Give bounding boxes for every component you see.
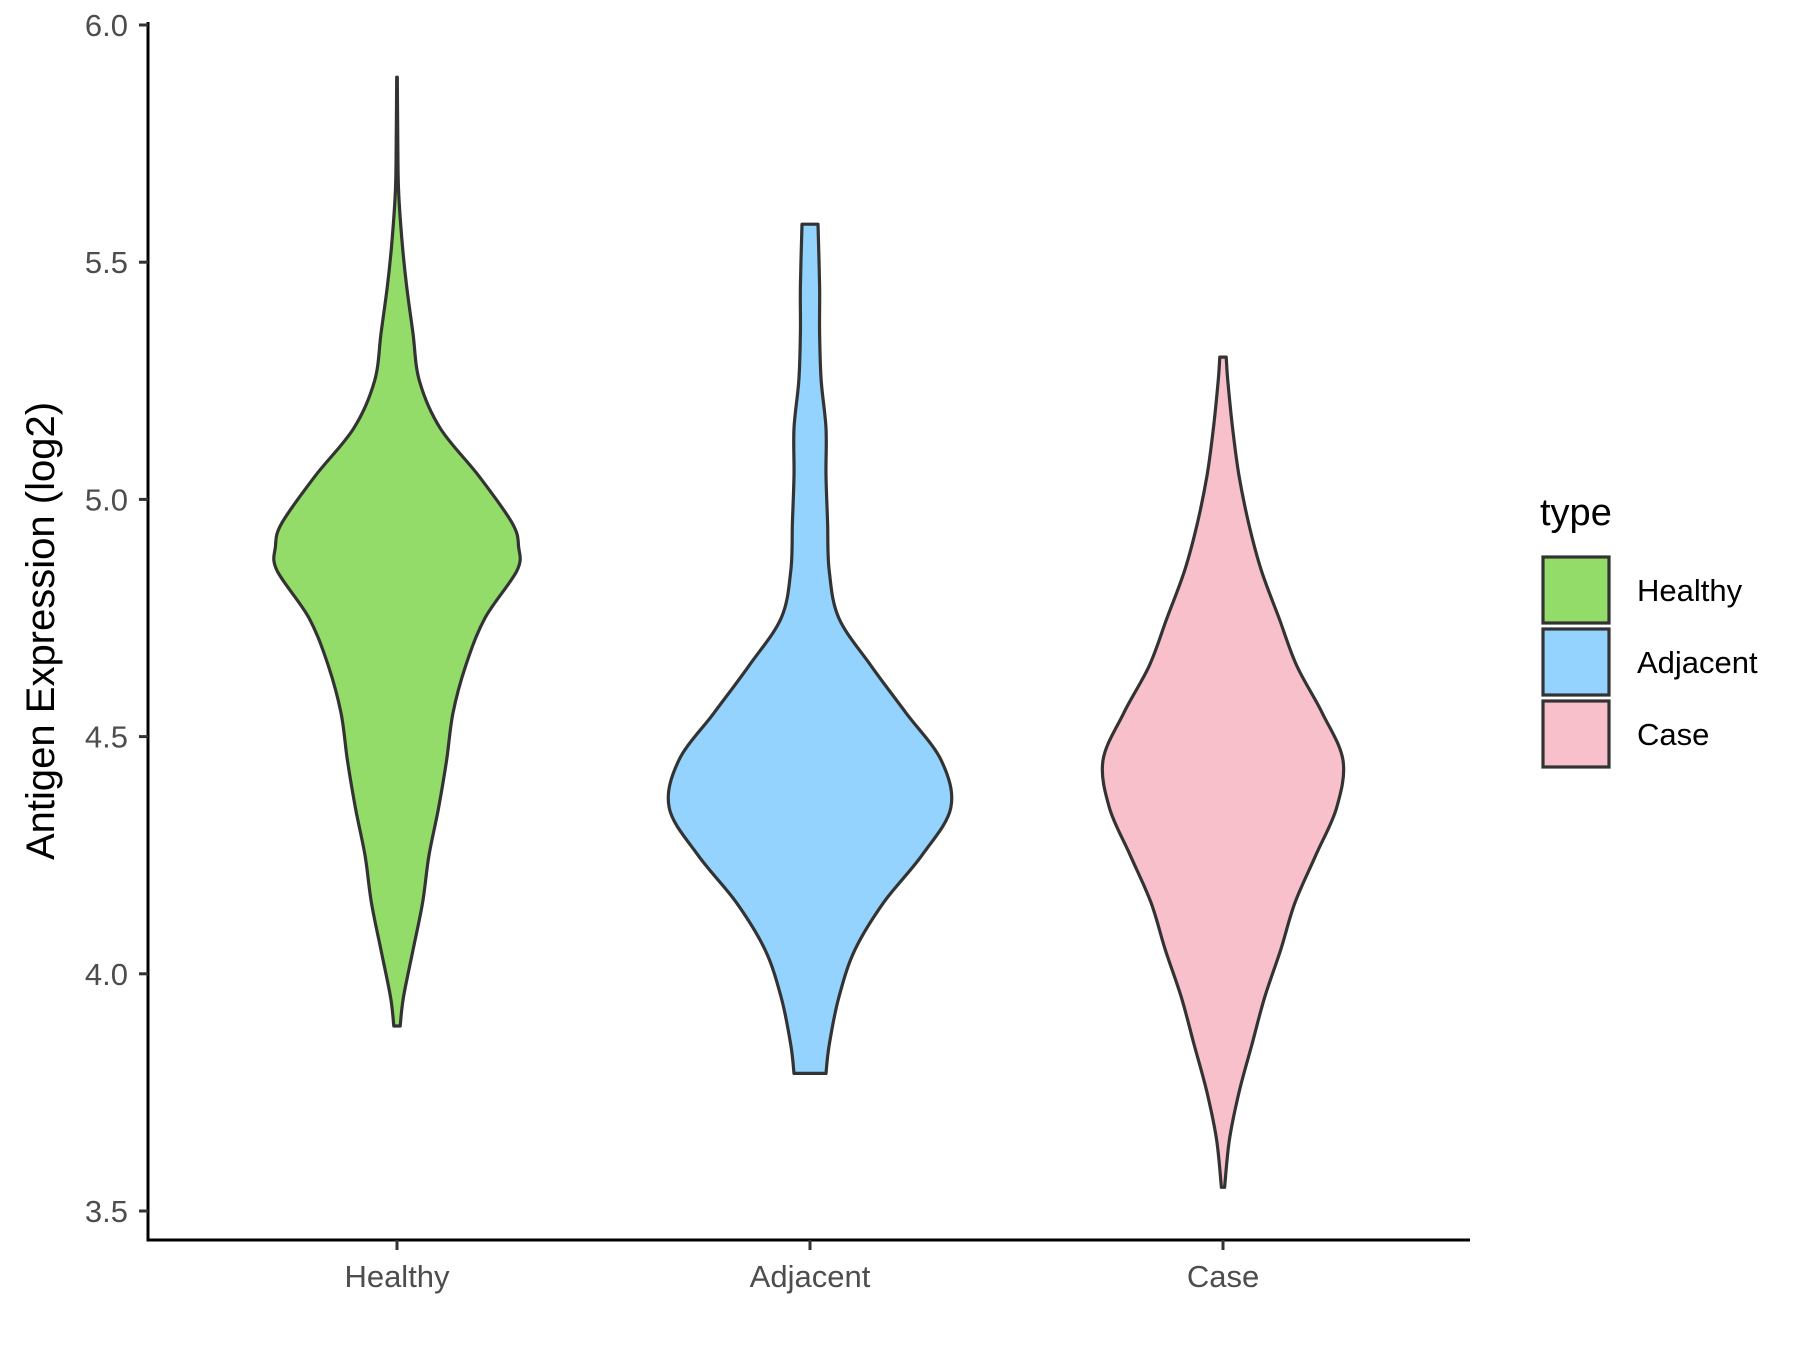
y-tick-label: 5.0 — [85, 482, 128, 517]
y-axis-title: Antigen Expression (log2) — [19, 402, 63, 860]
legend: type Healthy Adjacent Case — [1540, 492, 1758, 769]
x-tick-label: Adjacent — [750, 1259, 871, 1294]
y-tick-label: 3.5 — [85, 1194, 128, 1229]
legend-label: Healthy — [1637, 573, 1743, 608]
violins — [272, 75, 1346, 1189]
x-tick-label: Healthy — [344, 1259, 450, 1294]
y-tick-label: 4.5 — [85, 720, 128, 755]
x-axis-ticks: Healthy Adjacent Case — [344, 1240, 1259, 1294]
y-tick-label: 4.0 — [85, 957, 128, 992]
violin-case — [1100, 355, 1346, 1189]
legend-label: Case — [1637, 717, 1709, 752]
x-tick-label: Case — [1187, 1259, 1259, 1294]
legend-key-adjacent — [1541, 627, 1611, 697]
y-tick-label: 6.0 — [85, 8, 128, 43]
violin-healthy — [272, 75, 522, 1028]
legend-key-case — [1541, 699, 1611, 769]
legend-title: type — [1540, 492, 1612, 534]
legend-label: Adjacent — [1637, 645, 1758, 680]
legend-key-healthy — [1541, 555, 1611, 625]
y-axis-ticks: 3.5 4.0 4.5 5.0 5.5 6.0 — [85, 8, 148, 1229]
y-tick-label: 5.5 — [85, 245, 128, 280]
violin-adjacent — [666, 222, 954, 1075]
